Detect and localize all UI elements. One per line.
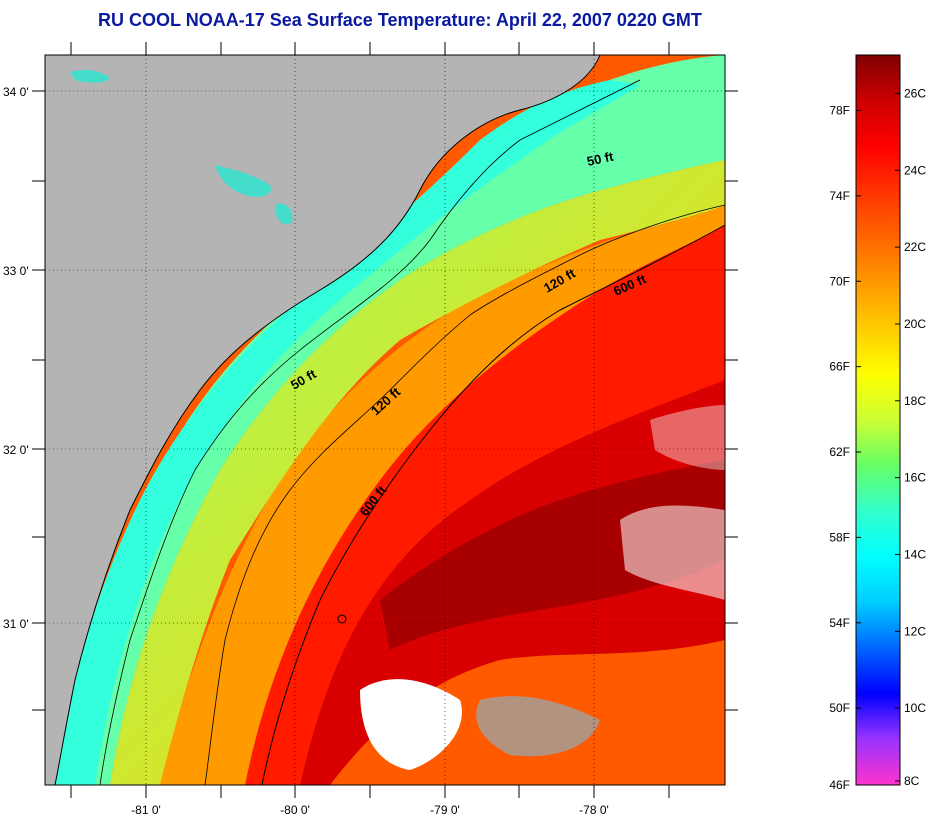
celsius-label: 18C	[904, 394, 926, 408]
map-title: RU COOL NOAA-17 Sea Surface Temperature:…	[98, 10, 702, 30]
celsius-label: 22C	[904, 240, 926, 254]
fahrenheit-label: 78F	[829, 103, 850, 117]
celsius-label: 12C	[904, 624, 926, 638]
lon-label: -80 0'	[280, 803, 310, 817]
lon-label: -81 0'	[131, 803, 161, 817]
colorbar-scale	[855, 54, 901, 786]
celsius-label: 20C	[904, 317, 926, 331]
isobath-120ft	[204, 204, 726, 786]
fahrenheit-label: 46F	[829, 778, 850, 792]
contour-label-50ft: 50 ft	[586, 149, 616, 169]
fahrenheit-label: 74F	[829, 189, 850, 203]
celsius-label: 26C	[904, 86, 926, 100]
fahrenheit-label: 54F	[829, 616, 850, 630]
celsius-label: 8C	[904, 774, 920, 788]
isobath-50ft	[99, 79, 641, 786]
axis-ticks	[32, 42, 738, 798]
lat-label: 34 0'	[3, 85, 29, 99]
isobath-600ft	[261, 224, 726, 786]
fahrenheit-ticks: 78F 74F 70F 66F 62F 58F 54F 50F 46F	[829, 103, 861, 792]
map-border	[44, 54, 726, 786]
graticule	[45, 55, 725, 785]
lat-label: 32 0'	[3, 443, 29, 457]
celsius-label: 14C	[904, 547, 926, 561]
sst-image	[45, 55, 725, 785]
lat-label: 33 0'	[3, 264, 29, 278]
coastline	[54, 54, 601, 786]
fahrenheit-label: 70F	[829, 274, 850, 288]
lat-label: 31 0'	[3, 617, 29, 631]
celsius-label: 16C	[904, 471, 926, 485]
fahrenheit-label: 58F	[829, 530, 850, 544]
fahrenheit-label: 62F	[829, 445, 850, 459]
lon-label: -79 0'	[430, 803, 460, 817]
fahrenheit-label: 50F	[829, 701, 850, 715]
celsius-ticks: 26C 24C 22C 20C 18C 16C 14C 12C 10C 8C	[895, 86, 926, 788]
lon-label: -78 0'	[579, 803, 609, 817]
celsius-label: 10C	[904, 701, 926, 715]
celsius-label: 24C	[904, 163, 926, 177]
fahrenheit-label: 66F	[829, 360, 850, 374]
